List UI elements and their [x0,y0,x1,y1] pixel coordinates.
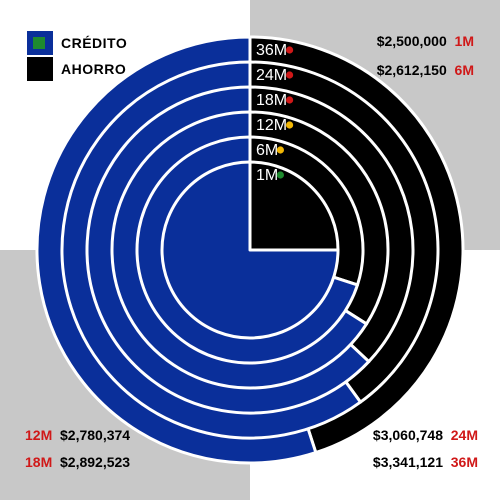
legend: CRÉDITO AHORRO [27,30,127,82]
annotation-18m: 18M $2,892,523 [25,454,130,470]
legend-item-credito: CRÉDITO [27,30,127,56]
ring-label-24m: 24M [256,67,287,84]
ring-label-1m: 1M [256,167,278,184]
annotation-amount: $2,892,523 [60,454,131,470]
ring-1m-credito-segment [160,160,340,340]
legend-label-credito: CRÉDITO [61,35,128,51]
status-dot-1m-icon [276,171,284,179]
annotation-24m: $3,060,748 24M [373,427,478,443]
annotation-amount: $2,780,374 [60,427,131,443]
status-dot-36m-icon [286,46,294,54]
annotation-12m: 12M $2,780,374 [25,427,130,443]
annotation-36m: $3,341,121 36M [373,454,478,470]
legend-label-ahorro: AHORRO [61,61,127,77]
annotation-term: 1M [454,33,474,49]
green-square-icon [33,37,45,49]
annotation-term: 18M [25,454,53,470]
annotation-term: 36M [450,454,478,470]
ahorro-swatch [27,57,53,81]
status-dot-24m-icon [286,71,294,79]
annotation-term: 24M [450,427,478,443]
annotation-amount: $2,612,150 [376,62,447,78]
ring-label-12m: 12M [256,117,287,134]
ring-1m-ahorro-segment [248,160,340,252]
legend-item-ahorro: AHORRO [27,56,127,82]
ring-label-18m: 18M [256,92,287,109]
annotation-6m: $2,612,150 6M [377,62,474,78]
status-dot-18m-icon [286,96,294,104]
status-dot-6m-icon [276,146,284,154]
annotation-term: 6M [454,62,474,78]
annotation-amount: $2,500,000 [376,33,447,49]
annotation-amount: $3,341,121 [372,454,443,470]
credito-swatch [27,31,53,55]
ring-label-36m: 36M [256,42,287,59]
ring-label-6m: 6M [256,142,278,159]
status-dot-12m-icon [286,121,294,129]
annotation-1m: $2,500,000 1M [377,33,474,49]
annotation-amount: $3,060,748 [372,427,443,443]
annotation-term: 12M [25,427,53,443]
